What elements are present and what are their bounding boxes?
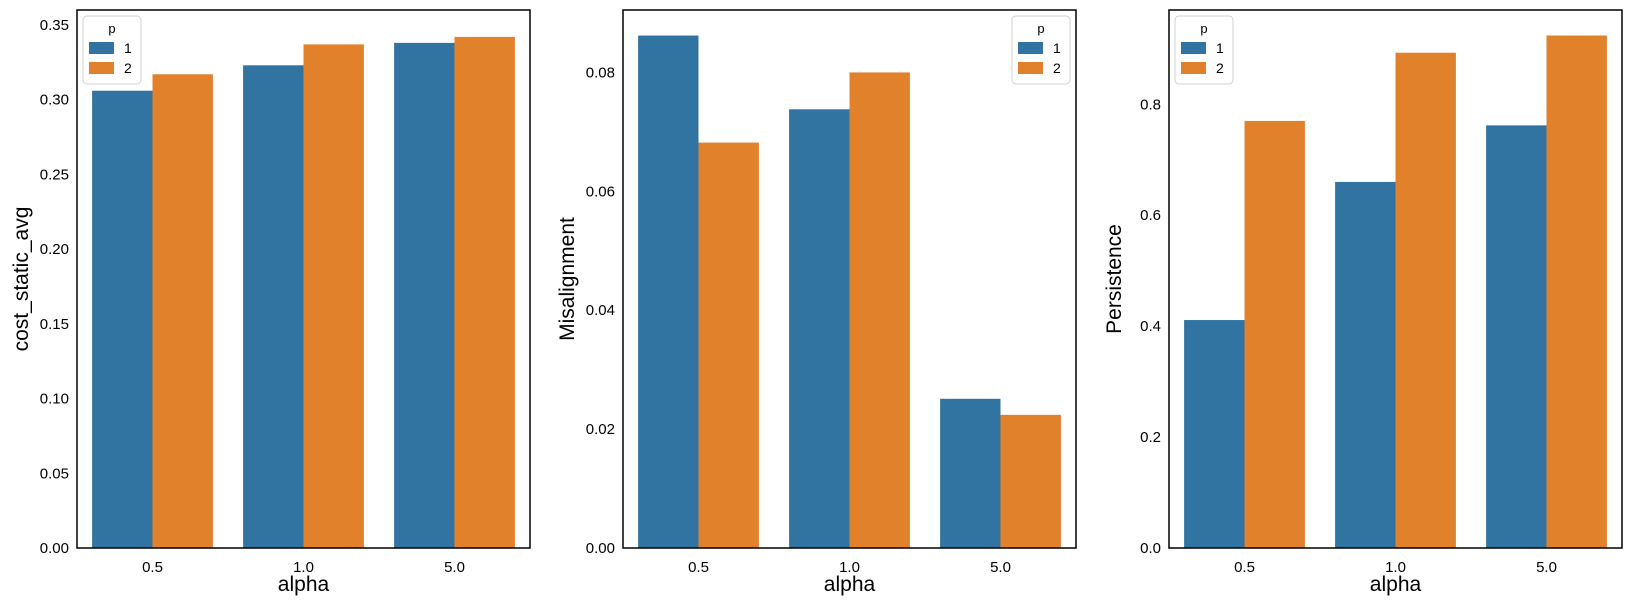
bar-p2-alpha-0.5 (152, 74, 213, 548)
y-tick-label: 0.8 (1140, 96, 1161, 113)
bar-p2-alpha-1.0 (1395, 52, 1456, 549)
legend-swatch-p2 (89, 62, 114, 74)
bar-p1-alpha-5.0 (394, 42, 455, 548)
x-axis-label: alpha (824, 573, 876, 596)
legend-swatch-p1 (89, 42, 114, 54)
x-axis-label: alpha (1370, 573, 1422, 596)
y-tick-label: 0.15 (40, 316, 69, 333)
x-tick-label: 1.0 (293, 559, 314, 576)
bar-p2-alpha-1.0 (303, 44, 364, 549)
y-tick-label: 0.35 (40, 17, 69, 34)
y-axis-label: Misalignment (556, 217, 579, 341)
legend-swatch-p1 (1181, 42, 1206, 54)
bar-p1-alpha-1.0 (1335, 181, 1396, 548)
bar-p2-alpha-0.5 (1244, 120, 1305, 549)
y-tick-label: 0.00 (586, 540, 615, 557)
y-tick-label: 0.30 (40, 92, 69, 109)
legend-label-p1: 1 (1053, 40, 1061, 56)
bar-p2-alpha-1.0 (849, 72, 910, 549)
bar-p1-alpha-1.0 (243, 65, 304, 548)
y-tick-label: 0.10 (40, 391, 69, 408)
y-tick-label: 0.08 (586, 64, 615, 81)
chart-panel-2: 0.5 1.0 5.0 0.00 0.02 0.04 0.06 0.08 alpha Misali… (556, 9, 1077, 596)
chart-panel-3: 0.5 1.0 5.0 0.0 0.2 0.4 0.6 0.8 alpha Persistence… (1103, 9, 1623, 596)
y-tick-label: 0.04 (586, 302, 615, 319)
legend: p1 2 (82, 15, 142, 85)
x-axis-label: alpha (278, 573, 330, 596)
legend: p1 2 (1011, 15, 1071, 85)
legend-swatch-p2 (1018, 62, 1043, 74)
bar-p1-alpha-1.0 (789, 109, 850, 548)
bar-p1-alpha-0.5 (1184, 320, 1245, 548)
y-tick-label: 0.4 (1140, 318, 1161, 335)
y-tick-label: 0.00 (40, 540, 69, 557)
bar-p2-alpha-5.0 (1546, 35, 1607, 548)
y-tick-label: 0.25 (40, 166, 69, 183)
x-tick-label: 5.0 (444, 559, 465, 576)
legend-swatch-p1 (1018, 42, 1043, 54)
y-tick-label: 0.6 (1140, 207, 1161, 224)
legend-label-p2: 2 (124, 60, 132, 76)
legend: p1 2 (1174, 15, 1234, 85)
bar-p2-alpha-0.5 (698, 142, 759, 548)
y-axis-label: cost_static_avg (10, 207, 33, 352)
y-tick-label: 0.0 (1140, 540, 1161, 557)
bar-p1-alpha-5.0 (940, 398, 1001, 548)
x-tick-label: 1.0 (839, 559, 860, 576)
y-tick-label: 0.2 (1140, 429, 1161, 446)
legend-title: p (108, 21, 115, 36)
axes-frame (76, 9, 531, 549)
y-axis-label: Persistence (1103, 224, 1126, 334)
x-tick-label: 5.0 (1536, 559, 1557, 576)
legend-label-p2: 2 (1053, 60, 1061, 76)
bar-p2-alpha-5.0 (1000, 414, 1061, 548)
chart-panel-1: 0.5 1.0 5.0 0.00 0.05 0.10 0.15 0.20 0.25 0.30 0.3… (10, 9, 531, 596)
x-tick-label: 0.5 (1234, 559, 1255, 576)
axes-frame (1168, 9, 1623, 549)
x-tick-label: 0.5 (688, 559, 709, 576)
legend-swatch-p2 (1181, 62, 1206, 74)
legend-title: p (1200, 21, 1207, 36)
x-tick-label: 5.0 (990, 559, 1011, 576)
bar-p1-alpha-0.5 (92, 90, 153, 548)
x-tick-label: 1.0 (1385, 559, 1406, 576)
y-tick-label: 0.06 (586, 183, 615, 200)
y-tick-label: 0.20 (40, 241, 69, 258)
axes-frame (622, 9, 1077, 549)
bar-p1-alpha-0.5 (638, 35, 699, 549)
legend-label-p2: 2 (1216, 60, 1224, 76)
y-tick-label: 0.02 (586, 421, 615, 438)
legend-label-p1: 1 (124, 40, 132, 56)
legend-title: p (1037, 21, 1044, 36)
legend-label-p1: 1 (1216, 40, 1224, 56)
bar-p1-alpha-5.0 (1486, 125, 1547, 549)
y-tick-label: 0.05 (40, 465, 69, 482)
bar-p2-alpha-5.0 (454, 36, 515, 549)
x-tick-label: 0.5 (142, 559, 163, 576)
